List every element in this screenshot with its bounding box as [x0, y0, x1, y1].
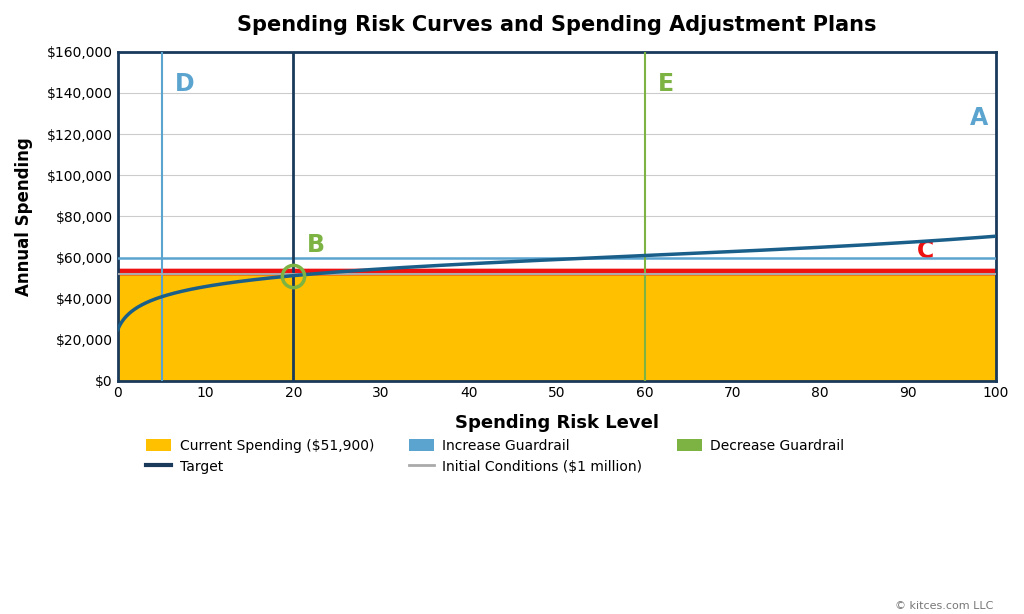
Title: Spending Risk Curves and Spending Adjustment Plans: Spending Risk Curves and Spending Adjust… — [237, 15, 877, 35]
Text: D: D — [175, 72, 195, 96]
Text: A: A — [970, 106, 988, 130]
Text: B: B — [306, 233, 325, 257]
Y-axis label: Annual Spending: Annual Spending — [15, 137, 33, 296]
Text: C: C — [916, 239, 934, 263]
X-axis label: Spending Risk Level: Spending Risk Level — [455, 414, 658, 432]
Text: © kitces.com LLC: © kitces.com LLC — [895, 601, 993, 611]
Legend: Current Spending ($51,900), Target, Increase Guardrail, Initial Conditions ($1 m: Current Spending ($51,900), Target, Incr… — [140, 433, 850, 480]
Text: E: E — [657, 72, 674, 96]
